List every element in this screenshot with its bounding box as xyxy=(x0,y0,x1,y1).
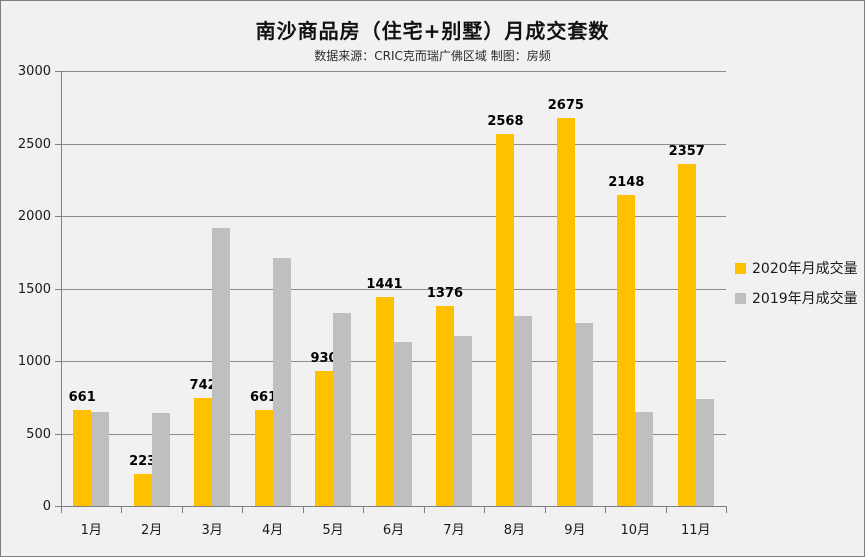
bar-label-10月: 2148 xyxy=(608,174,645,190)
gridline-2500 xyxy=(61,143,726,145)
xtick-label-11月: 11月 xyxy=(680,523,711,538)
xtick-label-2月: 2月 xyxy=(141,523,163,538)
legend-swatch-2019 xyxy=(735,292,746,304)
bar-2019-3月 xyxy=(212,227,231,506)
chart-subtitle: 数据来源：CRIC克而瑞广佛区域 制图：房频 xyxy=(314,49,551,63)
bar-label-6月: 1441 xyxy=(366,277,403,293)
xtick-label-4月: 4月 xyxy=(261,523,284,538)
ytick-label-0: 0 xyxy=(42,499,51,514)
chart-title: 南沙商品房（住宅+别墅）月成交套数 xyxy=(255,19,610,43)
gridline-2000 xyxy=(61,216,726,217)
bar-2020-11月 xyxy=(677,164,696,506)
xtick-mark-2 xyxy=(181,507,183,513)
xtick-label-1月: 1月 xyxy=(80,523,102,538)
xtick-mark-3 xyxy=(242,507,244,513)
ytick-label-3000: 3000 xyxy=(17,64,51,79)
xtick-mark-5 xyxy=(363,507,365,513)
bar-label-1月: 661 xyxy=(68,390,96,406)
xtick-mark-6 xyxy=(423,507,425,513)
bar-2019-9月 xyxy=(574,322,593,506)
xtick-label-5月: 5月 xyxy=(322,523,344,538)
xtick-mark-11 xyxy=(726,507,727,513)
bar-2020-10月 xyxy=(617,194,636,506)
ytick-mark-3000 xyxy=(55,71,61,72)
ytick-mark-500 xyxy=(55,433,61,435)
xtick-mark-1 xyxy=(121,507,123,513)
legend: 2020年月成交量 2019年月成交量 xyxy=(735,253,858,313)
bar-label-11月: 2357 xyxy=(668,144,705,160)
bar-2019-8月 xyxy=(514,316,533,506)
bar-2019-4月 xyxy=(272,258,291,506)
bar-2019-6月 xyxy=(393,342,412,506)
x-axis-line xyxy=(61,506,727,507)
bar-label-5月: 930 xyxy=(310,351,338,367)
xtick-label-6月: 6月 xyxy=(382,523,405,538)
legend-item-2020: 2020年月成交量 xyxy=(735,253,858,283)
legend-swatch-2020 xyxy=(735,262,746,274)
ytick-mark-2000 xyxy=(55,216,61,217)
bar-2019-1月 xyxy=(91,412,110,506)
xtick-mark-10 xyxy=(665,507,667,513)
bar-2019-2月 xyxy=(151,413,170,506)
xtick-mark-8 xyxy=(544,507,546,513)
legend-label-2020: 2020年月成交量 xyxy=(752,261,858,277)
bar-label-7月: 1376 xyxy=(426,286,464,302)
bar-2020-3月 xyxy=(194,398,213,506)
xtick-label-3月: 3月 xyxy=(201,523,223,538)
bar-2019-7月 xyxy=(453,336,472,506)
xtick-mark-4 xyxy=(302,507,304,513)
bar-2019-11月 xyxy=(695,398,714,506)
xtick-label-8月: 8月 xyxy=(503,523,526,538)
bar-2020-1月 xyxy=(73,410,92,506)
gridline-3000 xyxy=(61,71,726,72)
bar-2019-10月 xyxy=(635,411,654,506)
bar-label-8月: 2568 xyxy=(487,113,524,129)
xtick-label-9月: 9月 xyxy=(564,523,586,538)
ytick-mark-0 xyxy=(55,506,61,507)
ytick-label-2000: 2000 xyxy=(17,209,51,224)
ytick-label-1000: 1000 xyxy=(17,354,51,369)
bar-2020-5月 xyxy=(315,371,334,506)
bar-label-9月: 2675 xyxy=(547,98,584,114)
bar-2020-6月 xyxy=(375,297,394,506)
bar-label-2月: 223 xyxy=(129,453,157,469)
xtick-label-10月: 10月 xyxy=(620,523,651,538)
ytick-mark-1000 xyxy=(55,361,61,362)
bar-label-4月: 661 xyxy=(250,390,278,406)
ytick-label-1500: 1500 xyxy=(17,281,51,297)
legend-item-2019: 2019年月成交量 xyxy=(735,283,858,313)
ytick-mark-1500 xyxy=(55,288,61,290)
ytick-label-500: 500 xyxy=(26,426,51,442)
y-axis-line xyxy=(61,71,62,506)
xtick-mark-7 xyxy=(484,507,486,513)
bar-2020-4月 xyxy=(254,410,273,506)
bar-2019-5月 xyxy=(333,313,352,506)
bar-2020-8月 xyxy=(496,133,515,506)
bar-2020-9月 xyxy=(556,118,575,506)
xtick-mark-9 xyxy=(605,507,607,513)
bar-2020-7月 xyxy=(435,306,454,506)
ytick-mark-2500 xyxy=(55,143,61,145)
bar-2020-2月 xyxy=(133,473,152,506)
gridline-1500 xyxy=(61,288,726,290)
bar-label-3月: 742 xyxy=(189,378,217,394)
xtick-mark-0 xyxy=(61,507,62,513)
legend-label-2019: 2019年月成交量 xyxy=(752,291,858,307)
ytick-label-2500: 2500 xyxy=(17,136,51,152)
xtick-label-7月: 7月 xyxy=(443,523,465,538)
